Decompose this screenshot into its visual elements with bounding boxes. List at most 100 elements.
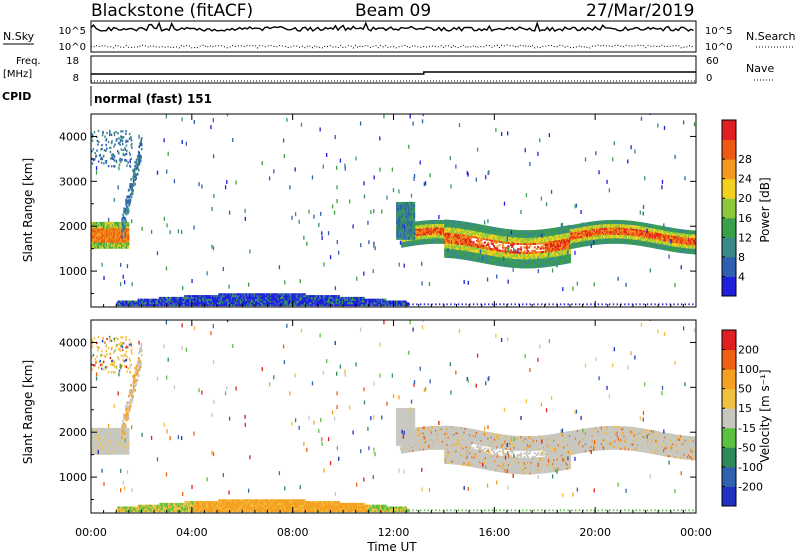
echo-cell [240,298,243,301]
echo-cell [545,232,548,235]
echo-cell [222,300,224,303]
echo-cell [429,225,432,228]
echo-cell [538,231,541,234]
echo-cell [486,225,489,228]
echo-cell [439,236,442,239]
echo-cell [525,244,528,247]
echo-cell [122,148,124,152]
echo-cell [492,255,495,258]
echo-cell [449,245,452,248]
echo-cell [219,302,222,305]
echo-cell [533,264,536,267]
echo-cell [120,138,123,141]
echo-cell [475,250,478,253]
echo-cell [485,234,488,237]
echo-cell [206,302,209,305]
echo-cell [524,266,527,269]
echo-cell [475,225,478,228]
echo-cell [426,222,429,225]
echo-cell [471,251,474,254]
echo-cell [441,219,444,223]
echo-cell [498,263,501,267]
echo-cell [339,300,342,303]
echo-cell [523,237,526,240]
echo-cell [582,222,585,226]
echo-cell [532,251,535,254]
echo-cell [119,304,122,307]
echo-cell [447,223,450,226]
echo-cell [469,258,472,261]
echo-cell [421,236,424,240]
echo-cell [553,231,556,234]
echo-cell [368,300,371,303]
echo-cell [471,255,474,258]
echo-cell [597,303,600,306]
echo-cell [157,302,160,305]
echo-cell [416,241,419,244]
echo-cell [546,236,549,239]
echo-cell [196,300,199,303]
echo-cell [574,244,577,247]
echo-cell [204,300,207,303]
echo-cell [441,234,444,237]
echo-cell [311,298,314,301]
echo-cell [511,233,514,236]
echo-cell [262,295,265,298]
echo-cell [542,256,545,259]
echo-cell [127,300,130,303]
echo-cell [491,262,494,265]
echo-cell [513,238,516,241]
echo-cell [517,258,520,262]
echo-cell [128,137,131,140]
echo-cell [504,232,507,235]
echo-cell [487,227,490,231]
echo-cell [506,248,509,252]
echo-cell [515,242,518,245]
echo-cell [491,260,494,264]
echo-cell [568,232,571,235]
echo-cell [423,231,426,234]
echo-cell [487,238,490,241]
echo-cell [465,229,468,232]
echo-cell [474,243,477,246]
echo-cell [481,230,484,233]
echo-cell [543,259,546,262]
echo-cell [431,241,434,244]
echo-cell [343,296,345,299]
echo-cell [497,231,500,234]
echo-cell [281,304,284,307]
echo-cell [567,252,570,255]
echo-cell [439,223,442,226]
echo-cell [388,300,391,303]
echo-cell [537,260,540,263]
echo-cell [571,233,574,237]
echo-cell [444,239,447,242]
echo-cell [573,233,576,236]
echo-cell [561,258,564,262]
echo-cell [511,238,514,241]
echo-cell [430,223,433,226]
echo-cell [490,228,493,231]
echo-cell [193,302,195,305]
echo-cell [540,229,543,232]
echo-cell [350,304,353,307]
echo-cell [406,302,408,305]
echo-cell [199,298,202,301]
echo-cell [478,231,481,234]
echo-cell [524,241,527,244]
echo-cell [473,250,476,253]
echo-cell [567,255,570,258]
echo-cell [546,243,549,246]
echo-cell [483,255,486,259]
echo-cell [531,231,534,235]
echo-cell [539,238,542,241]
echo-cell [112,153,114,156]
echo-cell [498,262,501,265]
echo-cell [543,247,546,250]
echo-cell [264,302,267,305]
echo-cell [411,243,414,246]
echo-cell [238,296,241,299]
echo-cell [445,237,448,240]
echo-cell [545,263,548,266]
echo-cell [473,230,476,233]
